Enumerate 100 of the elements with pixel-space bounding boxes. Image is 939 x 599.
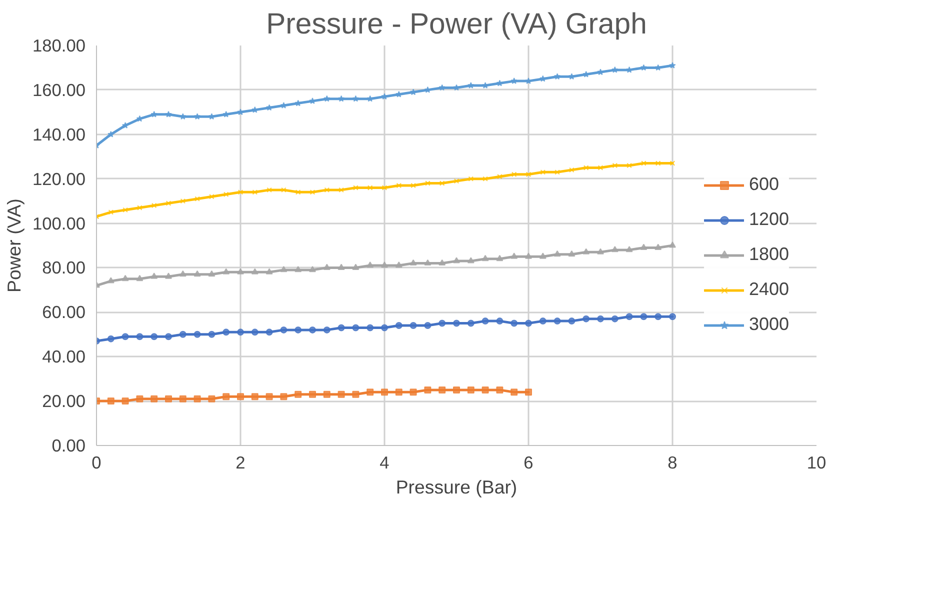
y-tick-label: 60.00 (42, 302, 86, 322)
point (582, 315, 590, 322)
point (366, 324, 374, 332)
point (338, 390, 345, 398)
point (323, 326, 330, 334)
point (626, 162, 632, 168)
point (425, 180, 430, 186)
y-tick-label: 40.00 (42, 346, 86, 367)
x-tick-label: 8 (668, 452, 678, 472)
point (266, 328, 273, 336)
point (122, 333, 129, 340)
legend-label: 1200 (749, 209, 790, 230)
point (381, 388, 388, 396)
point (482, 254, 489, 262)
point (222, 110, 230, 118)
point (438, 320, 446, 327)
point (410, 388, 417, 396)
point (568, 250, 576, 257)
point (482, 176, 488, 182)
point (309, 326, 316, 334)
point (165, 272, 172, 279)
point (165, 110, 172, 118)
point (569, 167, 574, 173)
point (237, 328, 244, 336)
y-tick-label: 0.00 (52, 436, 86, 456)
point (295, 190, 301, 195)
point (108, 130, 114, 138)
point (180, 198, 186, 204)
point (222, 393, 230, 400)
point (309, 390, 316, 398)
point (251, 328, 258, 336)
point (208, 395, 216, 402)
point (654, 244, 662, 250)
point (165, 395, 172, 402)
point (453, 84, 460, 91)
point (611, 315, 618, 322)
point (453, 257, 460, 264)
point (381, 262, 388, 268)
point (654, 313, 662, 320)
point (554, 250, 561, 257)
point (150, 333, 158, 340)
point (310, 190, 316, 195)
point (410, 259, 417, 266)
point (179, 395, 186, 402)
line-series (96, 160, 676, 220)
point (439, 180, 445, 186)
point (510, 78, 518, 84)
point (280, 326, 288, 334)
point (511, 172, 517, 178)
point (136, 333, 144, 340)
point (654, 64, 662, 71)
point (237, 268, 244, 274)
point (641, 160, 646, 166)
point (309, 266, 316, 272)
point (525, 252, 532, 259)
legend-label: 1800 (749, 244, 790, 265)
point (497, 174, 502, 180)
point (467, 386, 474, 394)
point (468, 82, 474, 88)
point (669, 313, 676, 320)
point (338, 264, 345, 270)
point (151, 202, 157, 208)
point (252, 190, 258, 195)
point (122, 274, 129, 282)
point (453, 386, 460, 394)
point (107, 335, 114, 342)
point (209, 194, 214, 200)
y-tick-label: 120.00 (32, 168, 86, 189)
legend-label: 3000 (749, 314, 790, 335)
y-tick-label: 140.00 (32, 124, 86, 144)
point (150, 110, 158, 118)
point (381, 324, 388, 332)
point (467, 320, 474, 327)
point (367, 185, 373, 190)
point (554, 318, 561, 325)
point (266, 268, 273, 274)
point (482, 386, 489, 394)
point (539, 318, 546, 325)
point (526, 172, 532, 178)
point (352, 264, 360, 270)
point (438, 84, 446, 91)
point (208, 270, 216, 277)
chart-title: Pressure - Power (VA) Graph (266, 8, 647, 40)
y-tick-label: 20.00 (42, 391, 86, 412)
point (598, 165, 604, 170)
point (554, 73, 561, 80)
point (194, 270, 201, 277)
x-tick-label: 0 (92, 452, 102, 472)
point (251, 268, 258, 274)
point (294, 100, 302, 106)
point (237, 393, 244, 400)
x-tick-label: 4 (380, 452, 390, 472)
point (554, 170, 560, 175)
point (294, 266, 302, 272)
point (252, 106, 258, 113)
point (150, 395, 158, 402)
point (396, 90, 402, 98)
point (107, 398, 114, 405)
point (510, 320, 518, 327)
point (597, 315, 604, 322)
